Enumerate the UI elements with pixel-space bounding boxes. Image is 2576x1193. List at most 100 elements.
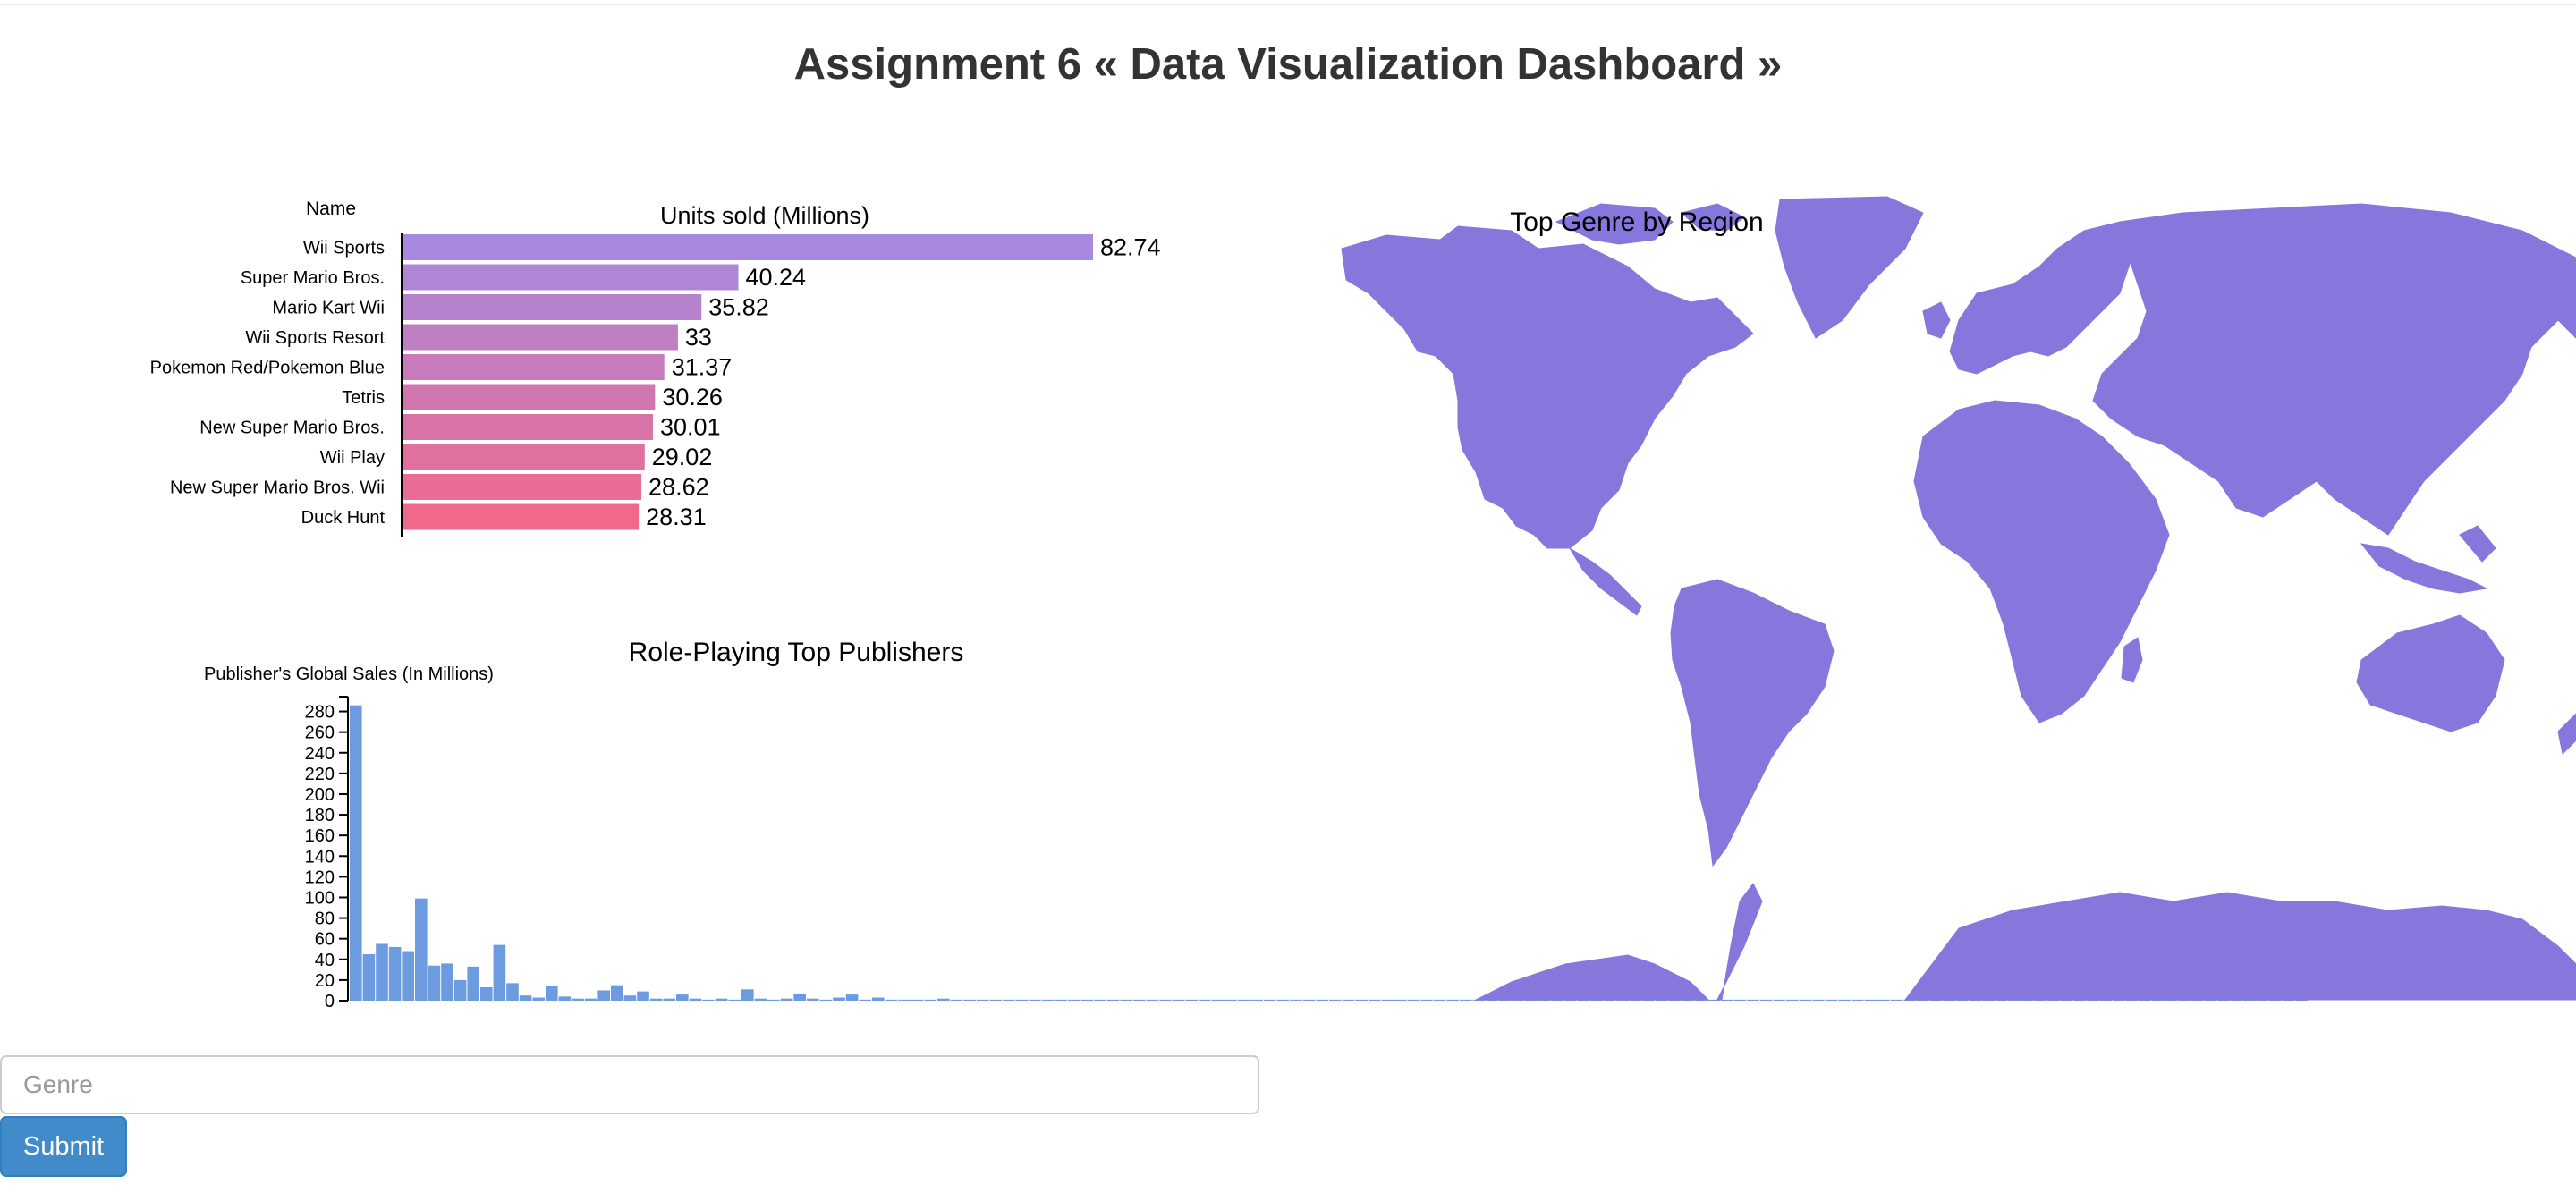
publisher-bar (819, 999, 833, 1001)
publisher-bar (519, 995, 532, 1001)
publisher-bar (1080, 999, 1094, 1001)
units-bar-category-label: Wii Sports (303, 239, 385, 258)
units-bar-category-label: Pokemon Red/Pokemon Blue (150, 359, 385, 378)
publisher-bar (1420, 999, 1433, 1001)
units-sold-chart: Units sold (Millions) Name Wii Sports 82.… (150, 199, 1161, 537)
publisher-bar (1133, 999, 1146, 1001)
publisher-bar (885, 999, 898, 1001)
publishers-chart-axis-label: Publisher's Global Sales (In Millions) (204, 664, 494, 684)
publisher-bar (1224, 999, 1237, 1001)
publisher-bar (1211, 999, 1224, 1001)
publisher-bar (963, 999, 976, 1001)
map-region-uk (1922, 301, 1951, 339)
publisher-bar (1446, 999, 1459, 1001)
publisher-bar (702, 999, 715, 1001)
publisher-bar (558, 996, 572, 1001)
publisher-bar (1721, 999, 1733, 1001)
publisher-bar (1825, 999, 1838, 1001)
publisher-bar (833, 997, 845, 1001)
publisher-bar (859, 999, 871, 1001)
genre-input[interactable] (0, 1055, 1259, 1114)
publishers-y-tick-label: 40 (315, 951, 335, 970)
units-bar-category-label: Super Mario Bros. (241, 268, 385, 288)
publisher-bar (1316, 999, 1328, 1001)
units-bar-category-label: Wii Sports Resort (245, 328, 385, 348)
units-bar-category-label: New Super Mario Bros. Wii (170, 478, 385, 498)
units-bar-category-label: Duck Hunt (301, 508, 386, 528)
publishers-y-tick-label: 0 (325, 992, 335, 1011)
publisher-bar (1237, 999, 1250, 1001)
units-bar-value-label: 82.74 (1100, 234, 1161, 261)
publisher-bar (1355, 999, 1368, 1001)
publisher-bar (754, 998, 767, 1001)
publishers-y-tick-label: 60 (315, 930, 335, 950)
publisher-bar (1460, 999, 1472, 1001)
publisher-bar (767, 999, 780, 1001)
units-bar (402, 354, 665, 380)
map-region-madagascar (2121, 637, 2143, 683)
publisher-bar (1015, 999, 1029, 1001)
publisher-bar (1342, 999, 1355, 1001)
publishers-y-tick-label: 120 (305, 867, 335, 887)
publisher-bar (676, 994, 689, 1001)
publisher-bar (1812, 999, 1825, 1001)
publisher-bar (1290, 999, 1302, 1001)
publisher-bar (1890, 999, 1903, 1001)
publisher-bar (1094, 999, 1106, 1001)
publisher-bar (1068, 999, 1080, 1001)
publisher-bar (1302, 999, 1316, 1001)
publisher-bar (1106, 999, 1120, 1001)
publishers-y-tick-label: 100 (305, 888, 335, 908)
publisher-bar (441, 963, 453, 1001)
map-region-canada-islands (1555, 203, 1745, 245)
units-bar (402, 503, 640, 530)
map-region-asia (2092, 203, 2576, 536)
publisher-bar (1199, 999, 1211, 1001)
publisher-bar (350, 705, 362, 1001)
publishers-y-tick-label: 280 (305, 703, 335, 723)
map-region-europe (1949, 221, 2139, 375)
units-bar-value-label: 35.82 (708, 294, 769, 321)
publisher-bar (1185, 999, 1198, 1001)
publisher-bar (415, 898, 428, 1001)
publisher-bar (1146, 999, 1159, 1001)
units-bar-value-label: 29.02 (652, 444, 713, 470)
publisher-bar (715, 998, 728, 1001)
publishers-chart: Role-Playing Top Publishers Publisher's … (204, 638, 2308, 1011)
publisher-bar (467, 966, 479, 1001)
publishers-y-tick-label: 260 (305, 723, 335, 743)
publisher-bar (388, 946, 402, 1001)
publisher-bar (1276, 999, 1290, 1001)
map-region-africa (1913, 400, 2170, 723)
publisher-bar (1172, 999, 1185, 1001)
units-bar (402, 234, 1093, 260)
publishers-chart-title: Role-Playing Top Publishers (629, 638, 964, 667)
units-bar (402, 474, 642, 500)
units-bar (402, 324, 678, 351)
publisher-bar (453, 979, 467, 1001)
publisher-bar (1394, 999, 1407, 1001)
publisher-bar (1433, 999, 1446, 1001)
units-bar (402, 444, 645, 470)
map-region-australia (2356, 614, 2505, 732)
publisher-bar (428, 965, 441, 1001)
top-divider (0, 4, 2576, 5)
publishers-y-tick-label: 20 (315, 971, 335, 991)
publisher-bar (1864, 999, 1877, 1001)
publisher-bar (1852, 999, 1864, 1001)
units-bar-value-label: 28.62 (648, 474, 709, 501)
publisher-bar (1329, 999, 1342, 1001)
publishers-y-tick-label: 160 (305, 826, 335, 846)
submit-button[interactable]: Submit (0, 1116, 127, 1177)
publisher-bar (1838, 999, 1851, 1001)
units-bar-value-label: 40.24 (745, 264, 806, 291)
publisher-bar (532, 997, 545, 1001)
publisher-bar (845, 994, 859, 1001)
publisher-bar (1786, 999, 1799, 1001)
map-region-antarctica (1475, 883, 2576, 1001)
publisher-bar (1264, 999, 1276, 1001)
map-region-new-zealand (2557, 713, 2576, 756)
publisher-bar (1877, 999, 1890, 1001)
publisher-bar (1003, 999, 1015, 1001)
publisher-bar (1773, 999, 1785, 1001)
